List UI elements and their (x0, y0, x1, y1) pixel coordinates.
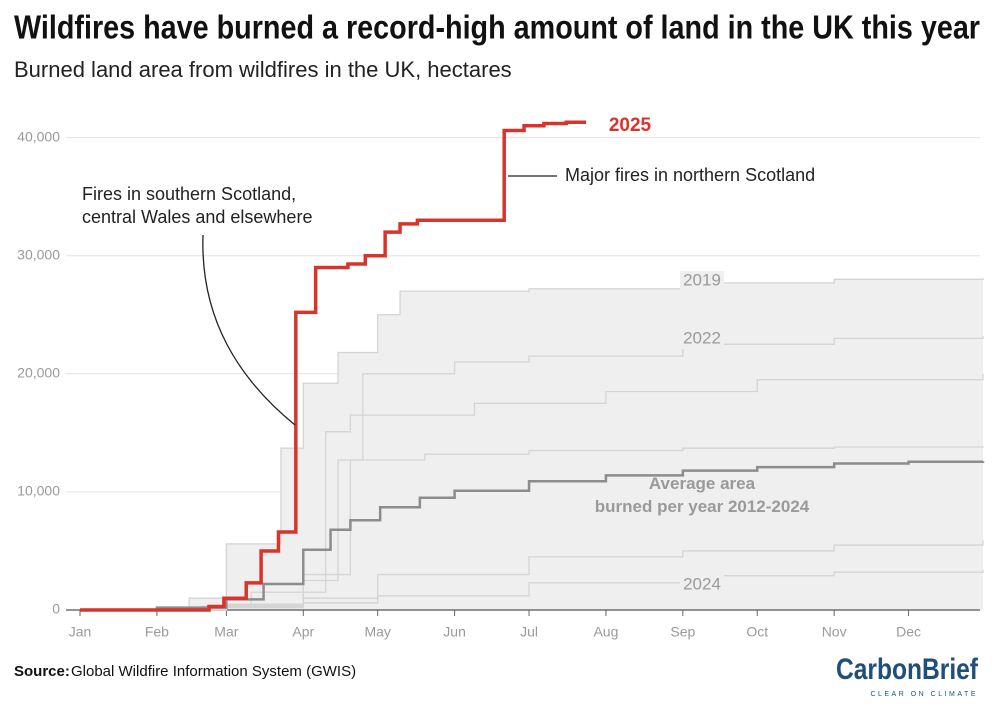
x-tick-label: Sep (670, 624, 695, 640)
label-background (680, 271, 724, 291)
x-tick-label: May (364, 624, 390, 640)
annotation: central Wales and elsewhere (82, 207, 312, 227)
x-tick-label: Apr (292, 624, 314, 640)
range-band (80, 278, 983, 610)
annotation: Fires in southern Scotland, (82, 184, 296, 204)
series-label: 2019 (683, 270, 721, 289)
source-label: Source: (14, 663, 70, 680)
series-label: 2024 (683, 574, 721, 593)
plot-area: 0 10,000 20,000 30,000 40,000 Jan Feb Mar Apr May… (17, 115, 985, 640)
y-tick-label: 30,000 (17, 246, 60, 262)
x-tick-label: Nov (822, 624, 847, 640)
series-line (80, 540, 984, 611)
y-tick-label: 40,000 (17, 128, 60, 144)
logo-tagline: CLEAR ON CLIMATE (870, 691, 978, 698)
y-tick-label: 20,000 (17, 365, 60, 381)
x-tick-label: Jan (69, 624, 92, 640)
chart-subtitle: Burned land area from wildfires in the U… (14, 57, 512, 82)
annotation: Major fires in northern Scotland (565, 165, 815, 185)
x-tick-label: Aug (593, 624, 618, 640)
series-line (80, 120, 587, 612)
series-label: 2025 (609, 115, 652, 136)
chart-title: Wildfires have burned a record-high amou… (14, 9, 980, 46)
annotation-leader (202, 234, 296, 426)
x-tick-label: Feb (145, 624, 169, 640)
x-tick-label: Mar (214, 624, 238, 640)
x-tick-label: Dec (896, 624, 921, 640)
series-line (80, 373, 984, 611)
label-background (680, 329, 724, 349)
label-background (680, 575, 724, 595)
series-line (80, 460, 985, 612)
series-line (80, 569, 984, 611)
y-tick-label: 0 (52, 601, 60, 617)
y-tick-label: 10,000 (17, 483, 60, 499)
series-label: 2022 (683, 328, 721, 347)
series-line (80, 278, 984, 611)
series-label: Average area burned per year 2012-2024 (595, 474, 810, 516)
x-tick-label: Jun (443, 624, 466, 640)
x-tick-label: Oct (746, 624, 768, 640)
logo: CarbonBrief (836, 653, 979, 686)
source-text: Global Wildfire Information System (GWIS… (71, 663, 356, 680)
x-tick-label: Jul (520, 624, 538, 640)
